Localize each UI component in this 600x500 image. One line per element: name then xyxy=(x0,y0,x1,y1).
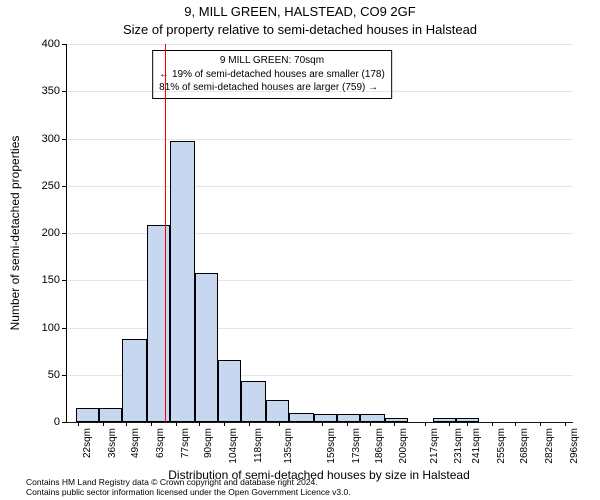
histogram-bar xyxy=(360,414,385,422)
x-tick-label: 231sqm xyxy=(453,428,464,488)
y-tick-mark xyxy=(62,91,66,92)
callout-line2: ← 19% of semi-detached houses are smalle… xyxy=(159,68,385,82)
gridline xyxy=(67,328,573,329)
x-tick-label: 255sqm xyxy=(496,428,507,488)
chart-title-line1: 9, MILL GREEN, HALSTEAD, CO9 2GF xyxy=(0,4,600,19)
y-tick-mark xyxy=(62,139,66,140)
x-tick-label: 49sqm xyxy=(130,428,141,488)
x-tick-label: 186sqm xyxy=(374,428,385,488)
x-tick-label: 268sqm xyxy=(519,428,530,488)
x-tick-mark xyxy=(492,422,493,426)
x-tick-label: 173sqm xyxy=(351,428,362,488)
y-tick-mark xyxy=(62,280,66,281)
y-tick-mark xyxy=(62,44,66,45)
y-tick-label: 50 xyxy=(20,369,60,381)
histogram-bar xyxy=(385,418,408,422)
histogram-bar xyxy=(195,273,218,422)
x-tick-mark xyxy=(540,422,541,426)
y-tick-label: 0 xyxy=(20,416,60,428)
x-tick-mark xyxy=(103,422,104,426)
x-tick-label: 296sqm xyxy=(569,428,580,488)
y-tick-mark xyxy=(62,422,66,423)
x-tick-label: 90sqm xyxy=(203,428,214,488)
y-tick-label: 400 xyxy=(20,38,60,50)
histogram-bar xyxy=(314,414,337,422)
histogram-bar xyxy=(147,225,170,422)
property-marker-line xyxy=(165,44,166,422)
x-tick-mark xyxy=(224,422,225,426)
x-tick-mark xyxy=(322,422,323,426)
callout-line1: 9 MILL GREEN: 70sqm xyxy=(159,54,385,68)
x-tick-label: 118sqm xyxy=(253,428,264,488)
histogram-bar xyxy=(99,408,122,422)
x-tick-mark xyxy=(467,422,468,426)
y-tick-label: 150 xyxy=(20,274,60,286)
x-tick-mark xyxy=(347,422,348,426)
y-tick-label: 350 xyxy=(20,85,60,97)
histogram-bar xyxy=(433,418,456,422)
x-tick-mark xyxy=(126,422,127,426)
gridline xyxy=(67,44,573,45)
gridline xyxy=(67,91,573,92)
x-tick-label: 241sqm xyxy=(471,428,482,488)
x-tick-mark xyxy=(199,422,200,426)
y-tick-label: 300 xyxy=(20,133,60,145)
x-tick-label: 282sqm xyxy=(544,428,555,488)
x-tick-mark xyxy=(565,422,566,426)
x-tick-label: 22sqm xyxy=(82,428,93,488)
x-tick-mark xyxy=(515,422,516,426)
x-tick-mark xyxy=(78,422,79,426)
x-tick-label: 77sqm xyxy=(180,428,191,488)
x-tick-mark xyxy=(394,422,395,426)
chart-container: 9, MILL GREEN, HALSTEAD, CO9 2GF Size of… xyxy=(0,0,600,500)
histogram-bar xyxy=(218,360,241,422)
y-tick-mark xyxy=(62,328,66,329)
chart-title-line2: Size of property relative to semi-detach… xyxy=(0,22,600,37)
y-tick-label: 100 xyxy=(20,322,60,334)
gridline xyxy=(67,422,573,423)
histogram-bar xyxy=(289,413,314,422)
x-tick-label: 36sqm xyxy=(107,428,118,488)
x-tick-mark xyxy=(249,422,250,426)
x-tick-label: 63sqm xyxy=(155,428,166,488)
x-tick-label: 135sqm xyxy=(283,428,294,488)
histogram-bar xyxy=(241,381,266,422)
y-tick-mark xyxy=(62,186,66,187)
plot-area: 9 MILL GREEN: 70sqm ← 19% of semi-detach… xyxy=(66,44,573,423)
histogram-bar xyxy=(122,339,147,422)
y-tick-label: 250 xyxy=(20,180,60,192)
x-tick-mark xyxy=(425,422,426,426)
gridline xyxy=(67,233,573,234)
histogram-bar xyxy=(337,414,360,422)
x-tick-mark xyxy=(151,422,152,426)
gridline xyxy=(67,186,573,187)
x-tick-mark xyxy=(176,422,177,426)
y-tick-label: 200 xyxy=(20,227,60,239)
x-tick-label: 159sqm xyxy=(326,428,337,488)
x-tick-label: 200sqm xyxy=(398,428,409,488)
x-tick-mark xyxy=(370,422,371,426)
histogram-bar xyxy=(170,141,195,422)
y-tick-mark xyxy=(62,375,66,376)
x-tick-mark xyxy=(449,422,450,426)
histogram-bar xyxy=(266,400,289,422)
x-tick-label: 104sqm xyxy=(228,428,239,488)
gridline xyxy=(67,280,573,281)
copyright-line2: Contains public sector information licen… xyxy=(26,487,351,498)
callout-line3: 81% of semi-detached houses are larger (… xyxy=(159,81,385,95)
x-tick-label: 217sqm xyxy=(429,428,440,488)
histogram-bar xyxy=(76,408,99,422)
y-tick-mark xyxy=(62,233,66,234)
gridline xyxy=(67,139,573,140)
x-tick-mark xyxy=(279,422,280,426)
